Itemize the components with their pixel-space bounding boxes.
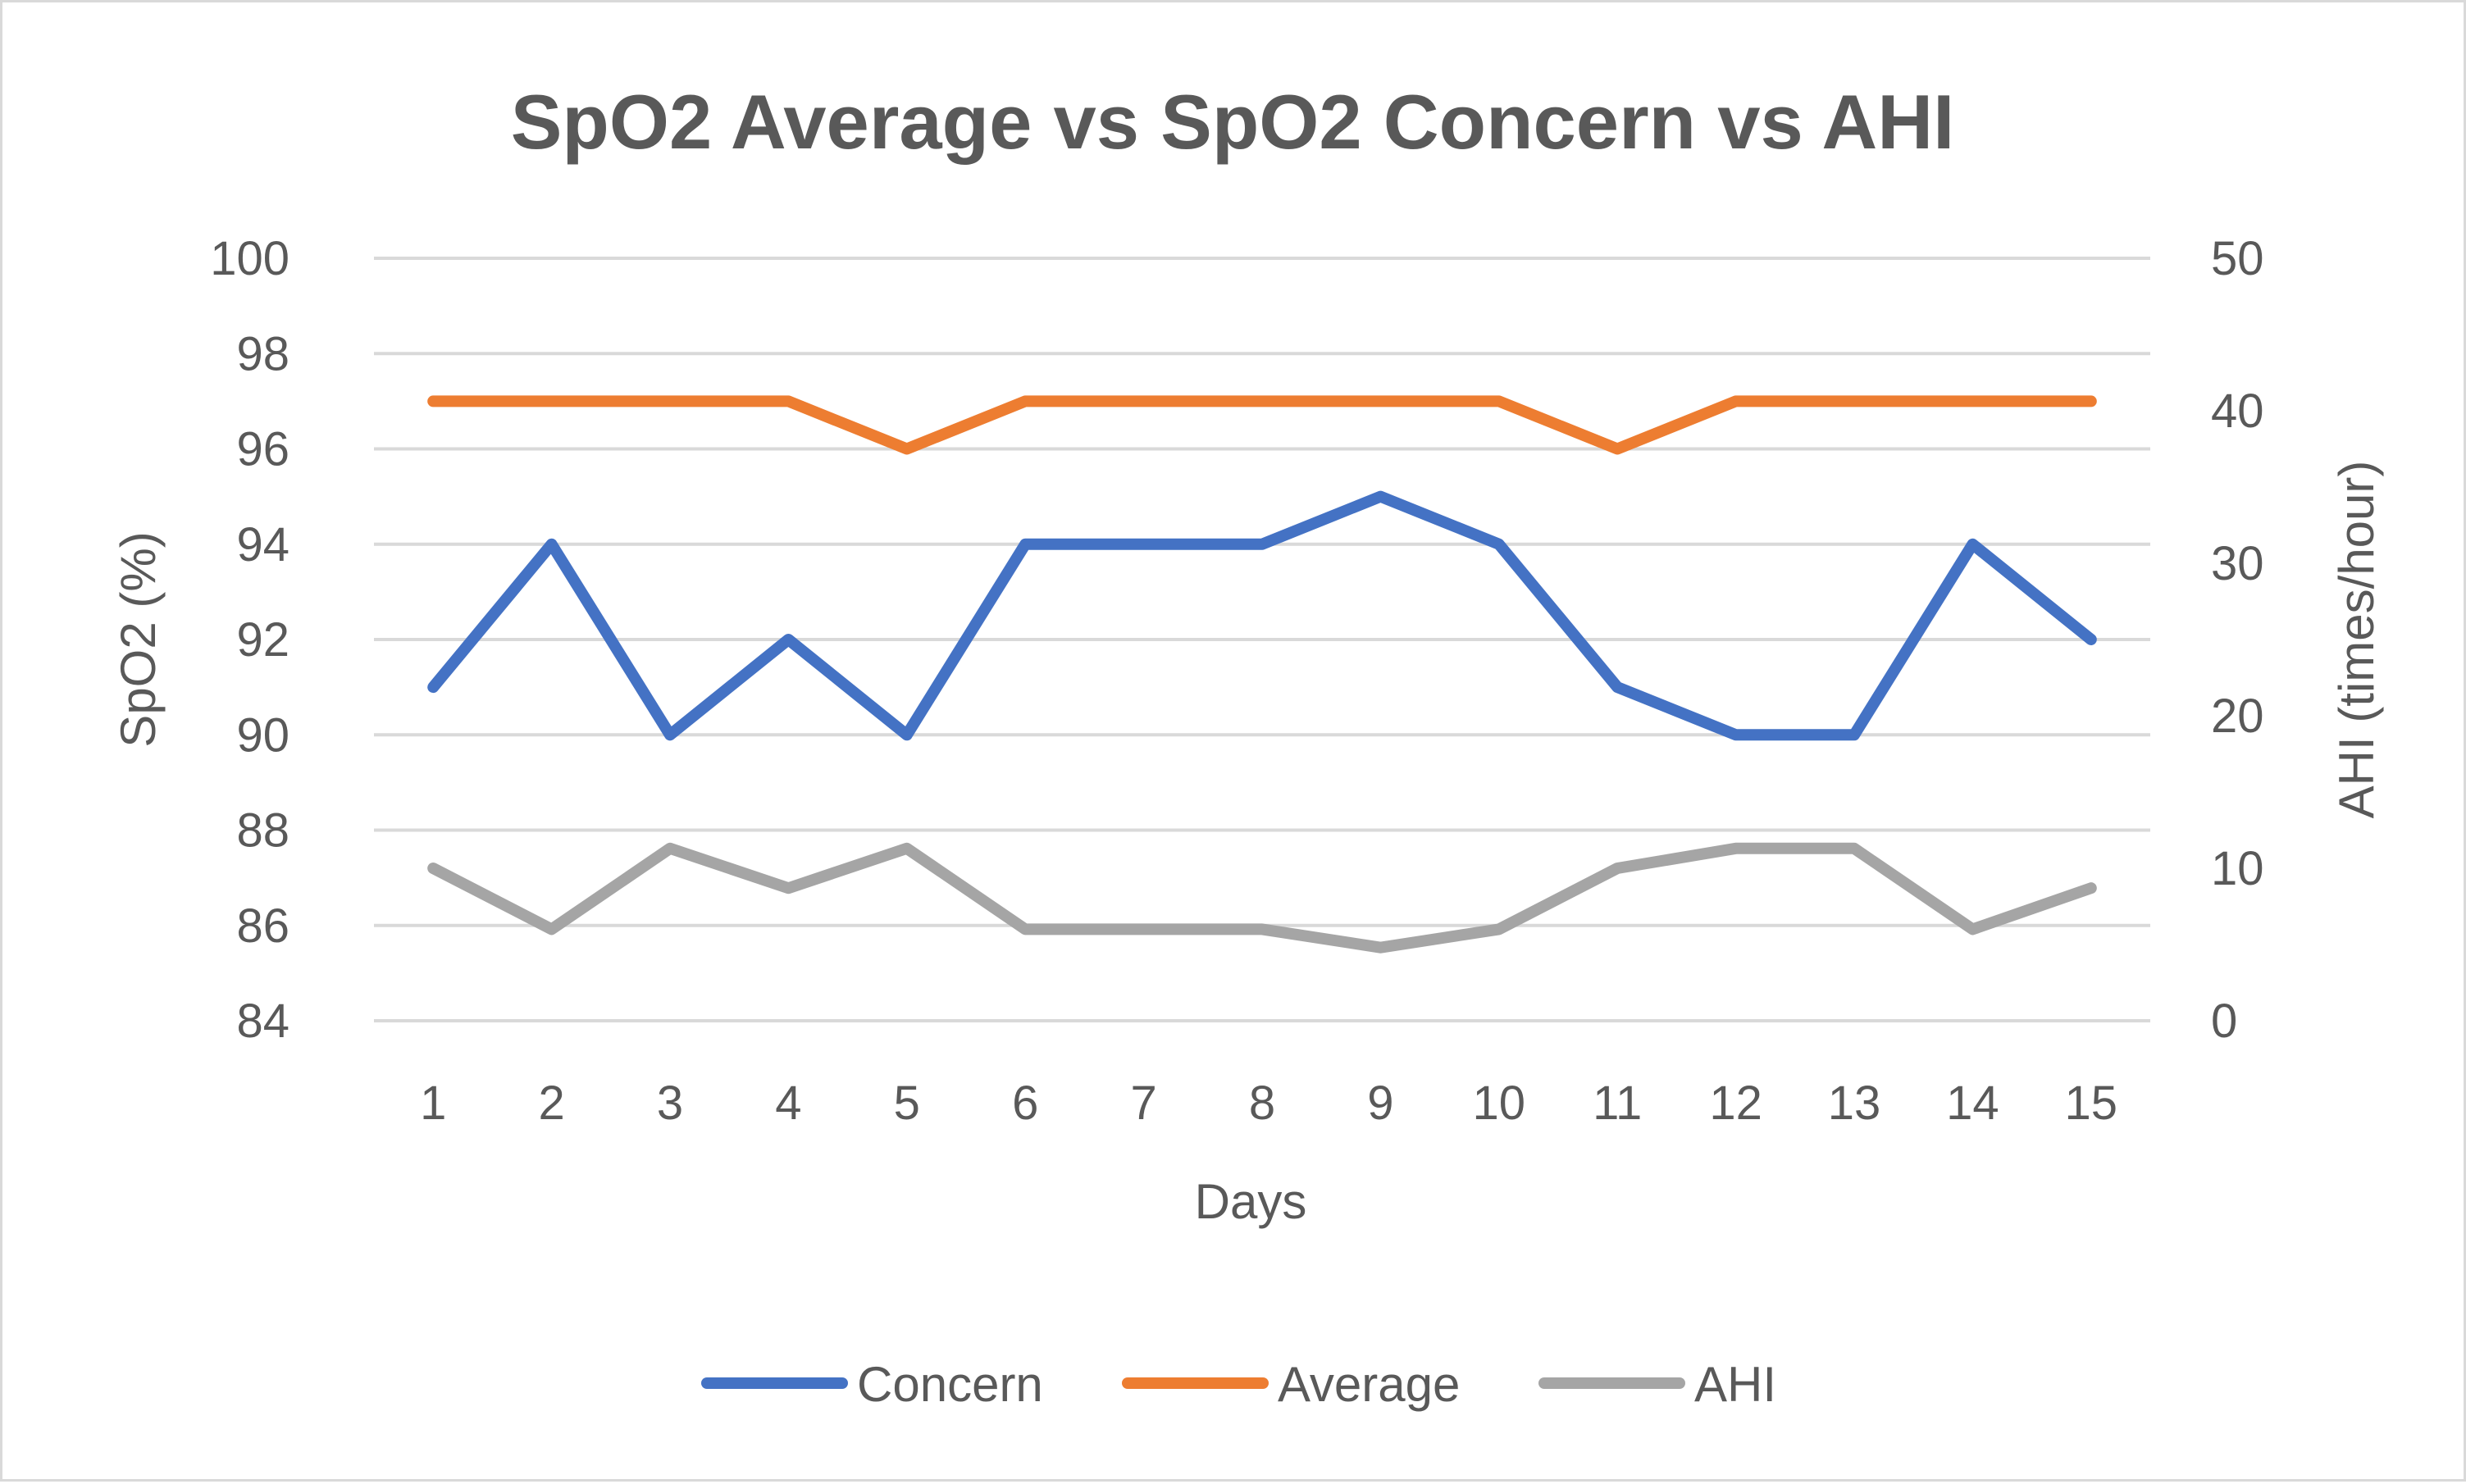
x-tick-label: 12: [1709, 1077, 1762, 1130]
legend-label: AHI: [1694, 1357, 1776, 1412]
x-tick-label: 9: [1367, 1077, 1393, 1130]
series-lines: [427, 395, 2097, 954]
y2-tick-label: 40: [2211, 385, 2264, 438]
x-tick-label: 1: [420, 1077, 446, 1130]
legend-item-concern: Concern: [701, 1357, 1043, 1412]
y-axis-title: SpO2 (%): [111, 531, 166, 747]
series-line-concern: [427, 490, 2097, 741]
x-tick-label: 5: [894, 1077, 920, 1130]
legend-item-ahi: AHI: [1538, 1357, 1776, 1412]
x-tick-label: 8: [1249, 1077, 1275, 1130]
x-tick-label: 10: [1473, 1077, 1526, 1130]
y-tick-label: 100: [210, 232, 289, 285]
x-axis-ticks: 1 2 3 4 5 6 7 8 9 10 11 12 13 14 15: [420, 1077, 2117, 1130]
y-tick-label: 94: [236, 518, 289, 571]
y2-tick-label: 0: [2211, 995, 2237, 1048]
legend-label: Concern: [857, 1357, 1043, 1412]
x-tick-label: 13: [1828, 1077, 1881, 1130]
y-tick-label: 96: [236, 423, 289, 476]
y-tick-label: 86: [236, 899, 289, 953]
series-line-average: [427, 395, 2097, 455]
x-axis-title: Days: [1195, 1174, 1307, 1229]
y-tick-label: 92: [236, 613, 289, 667]
y-tick-label: 84: [236, 995, 289, 1048]
legend-label: Average: [1278, 1357, 1460, 1412]
legend-item-average: Average: [1122, 1357, 1460, 1412]
y2-tick-label: 50: [2211, 232, 2264, 285]
series-line-ahi: [427, 842, 2097, 954]
y2-axis-ticks: 0 10 20 30 40 50: [2211, 232, 2264, 1048]
x-tick-label: 6: [1012, 1077, 1038, 1130]
x-tick-label: 7: [1130, 1077, 1156, 1130]
y-tick-label: 88: [236, 804, 289, 858]
y-tick-label: 90: [236, 708, 289, 762]
x-tick-label: 14: [1946, 1077, 1999, 1130]
legend: Concern Average AHI: [701, 1357, 1776, 1412]
y-tick-label: 98: [236, 327, 289, 380]
x-tick-label: 4: [775, 1077, 801, 1130]
gridlines: [374, 257, 2150, 1022]
chart-title: SpO2 Average vs SpO2 Concern vs AHI: [511, 79, 1955, 165]
y-axis-ticks: 84 86 88 90 92 94 96 98 100: [210, 232, 289, 1048]
y2-tick-label: 30: [2211, 537, 2264, 590]
y2-tick-label: 20: [2211, 690, 2264, 743]
x-tick-label: 11: [1593, 1077, 1642, 1130]
x-tick-label: 3: [657, 1077, 683, 1130]
y2-axis-title: AHI (times/hour): [2329, 461, 2384, 819]
x-tick-label: 15: [2065, 1077, 2118, 1130]
x-tick-label: 2: [538, 1077, 564, 1130]
y2-tick-label: 10: [2211, 842, 2264, 895]
